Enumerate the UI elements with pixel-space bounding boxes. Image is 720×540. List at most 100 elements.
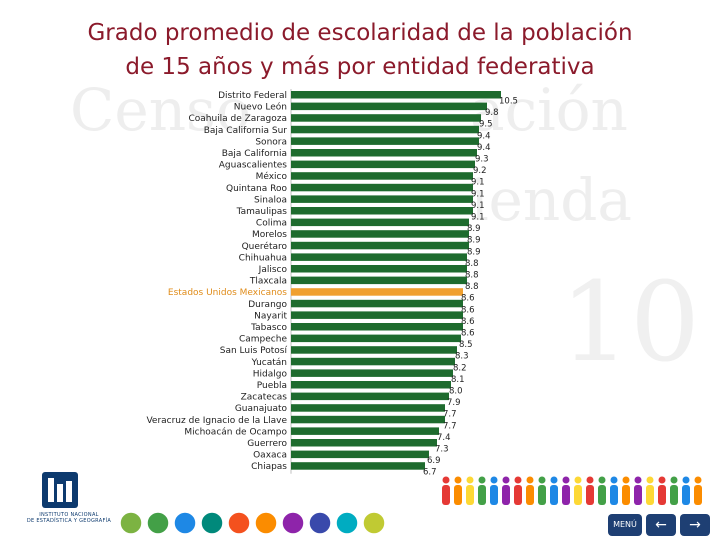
category-label: Sonora [255, 137, 287, 147]
data-label: 9.1 [471, 178, 485, 188]
bar [291, 346, 457, 354]
data-label: 9.1 [471, 189, 485, 199]
bar-chart: Distrito Federal 10.5 Nuevo León 9.8 Coahuil… [146, 89, 518, 478]
person-figure-body [526, 485, 534, 505]
circle-nav-icon[interactable] [308, 511, 332, 535]
circle-nav-icon[interactable] [362, 511, 386, 535]
person-figure-body [646, 485, 654, 505]
circle-nav-icon[interactable] [335, 511, 359, 535]
bar [291, 299, 463, 308]
bar [291, 462, 425, 470]
category-label: Yucatán [251, 358, 287, 368]
person-figure-body [694, 485, 702, 505]
category-label: Puebla [257, 381, 287, 391]
data-label: 7.3 [435, 445, 449, 455]
circle-nav-icon[interactable] [254, 511, 278, 535]
data-label: 8.9 [467, 247, 481, 257]
person-figure-body [658, 485, 666, 505]
bar [291, 91, 501, 99]
arrow-left-icon[interactable]: ← [646, 514, 676, 536]
person-figure-head [610, 476, 618, 484]
category-label: Guerrero [247, 439, 287, 449]
data-label: 8.6 [461, 329, 475, 339]
data-label: 7.4 [437, 433, 451, 443]
category-label: Michoacán de Ocampo [184, 427, 287, 437]
data-label: 7.7 [443, 421, 457, 431]
bar [291, 207, 473, 215]
bar [291, 288, 463, 296]
category-label: Nuevo León [234, 102, 287, 113]
category-label: Jalisco [258, 265, 288, 275]
circle-nav-icon[interactable] [281, 511, 305, 535]
circle-nav-icons[interactable] [118, 510, 388, 536]
person-figure-head [622, 476, 630, 484]
bar [291, 381, 451, 389]
person-figure-body [514, 485, 522, 505]
person-figure-head [490, 476, 498, 484]
data-label: 8.9 [467, 236, 481, 246]
bar [291, 404, 445, 412]
people-figures-icon [442, 476, 702, 505]
bar [291, 369, 453, 377]
person-figure-body [598, 485, 606, 505]
category-label: Querétaro [242, 241, 288, 252]
bar [291, 323, 463, 331]
person-figure-head [514, 476, 522, 484]
circle-nav-icon[interactable] [200, 511, 224, 535]
person-figure-head [454, 476, 462, 484]
person-figure-head [634, 476, 642, 484]
person-figure-body [610, 485, 618, 505]
data-label: 8.6 [461, 294, 475, 304]
circle-nav-icon[interactable] [146, 511, 170, 535]
person-figure-head [550, 476, 558, 484]
data-label: 7.9 [447, 398, 461, 408]
logo-text: INSTITUTO NACIONAL DE ESTADÍSTICA Y GEOG… [14, 512, 124, 524]
circle-nav-icon[interactable] [227, 511, 251, 535]
data-label: 8.8 [465, 282, 479, 292]
category-label: Tlaxcala [249, 277, 287, 287]
person-figure-body [562, 485, 570, 505]
logo-text-line-2: DE ESTADÍSTICA Y GEOGRAFÍA [26, 518, 112, 524]
category-label: Colima [256, 219, 287, 229]
person-figure-body [454, 485, 462, 505]
bar [291, 311, 463, 319]
bar [291, 334, 461, 343]
circle-nav-icon[interactable] [119, 511, 143, 535]
data-label: 6.9 [427, 456, 441, 466]
bar [291, 149, 477, 157]
bar [291, 125, 479, 134]
category-label: Chiapas [251, 462, 287, 472]
data-label: 9.4 [477, 131, 491, 141]
person-figure-head [586, 476, 594, 484]
bar [291, 137, 479, 145]
category-label: Tamaulipas [236, 207, 288, 217]
arrow-right-icon[interactable]: → [680, 514, 710, 536]
bar [291, 195, 473, 203]
footer: INSTITUTO NACIONAL DE ESTADÍSTICA Y GEOG… [0, 462, 720, 540]
person-figure-body [670, 485, 678, 505]
data-label: 9.5 [479, 120, 493, 130]
data-label: 6.7 [423, 468, 437, 478]
category-label: Zacatecas [241, 393, 288, 403]
data-label: 8.1 [451, 375, 465, 385]
person-figure-body [502, 485, 510, 505]
bar [291, 230, 469, 238]
person-figure-body [586, 485, 594, 505]
circle-nav-icon[interactable] [173, 511, 197, 535]
bar [291, 183, 473, 192]
category-label: Durango [248, 300, 287, 310]
menu-icon[interactable]: MENÚ [608, 514, 642, 536]
person-figure-body [634, 485, 642, 505]
bar [291, 415, 445, 424]
data-label: 7.7 [443, 410, 457, 420]
bar [291, 160, 475, 169]
person-figure-head [442, 476, 450, 484]
person-figure-body [466, 485, 474, 505]
slide-title: Grado promedio de escolaridad de la pobl… [0, 16, 720, 84]
bar [291, 276, 467, 285]
data-label: 8.2 [453, 363, 467, 373]
data-label: 8.6 [461, 305, 475, 315]
data-label: 8.3 [455, 352, 469, 362]
data-label: 9.1 [471, 213, 485, 223]
bar [291, 102, 487, 111]
